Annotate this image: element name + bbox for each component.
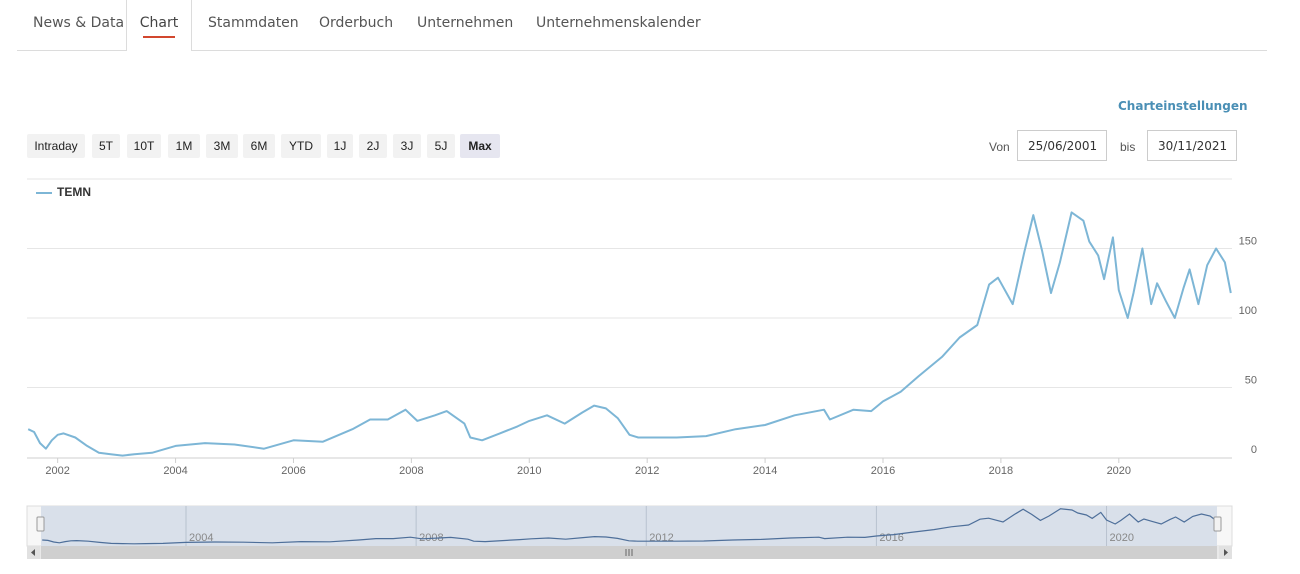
navigator-selection[interactable] xyxy=(41,506,1217,546)
navigator-handle-right[interactable] xyxy=(1213,516,1222,532)
navigator-series-line xyxy=(42,508,1217,545)
arrow-left-icon xyxy=(31,549,35,556)
navigator-year-label: 2004 xyxy=(189,532,213,544)
x-axis-ticks: 2002 2004 2006 2008 2010 2012 2014 2016 2018 2020 xyxy=(45,458,1131,477)
series-line-temn xyxy=(27,211,1232,457)
navigator[interactable]: 2004 2008 2012 2016 2020 xyxy=(26,505,1233,559)
tab-label: Stammdaten xyxy=(208,15,299,31)
range-button-3m[interactable]: 3M xyxy=(206,134,238,158)
date-from-input[interactable]: 25/06/2001 xyxy=(1017,130,1107,161)
navigator-grid: 2004 2008 2012 2016 2020 xyxy=(185,506,1134,546)
range-button-intraday[interactable]: Intraday xyxy=(27,134,85,158)
x-tick-label: 2006 xyxy=(281,465,305,477)
x-tick-label: 2012 xyxy=(635,465,659,477)
y-tick-label: 150 xyxy=(1239,236,1257,248)
y-tick-label: 100 xyxy=(1239,305,1257,317)
scrollbar-track[interactable] xyxy=(27,546,1232,559)
x-tick-label: 2016 xyxy=(871,465,895,477)
grid-lines xyxy=(27,248,1232,459)
tab-label: Unternehmen xyxy=(417,15,514,31)
tab-stammdaten[interactable]: Stammdaten xyxy=(208,0,299,50)
range-button-10t[interactable]: 10T xyxy=(127,134,161,158)
tab-unternehmenskalender[interactable]: Unternehmenskalender xyxy=(536,0,701,50)
x-tick-label: 2020 xyxy=(1107,465,1131,477)
navigator-year-label: 2012 xyxy=(649,532,673,544)
y-axis-ticks: 0 50 100 150 xyxy=(1239,236,1257,457)
legend-swatch xyxy=(36,191,52,194)
x-tick-label: 2002 xyxy=(45,465,69,477)
x-tick-label: 2008 xyxy=(399,465,423,477)
navigator-year-label: 2008 xyxy=(419,532,443,544)
range-button-1j[interactable]: 1J xyxy=(327,134,353,158)
range-button-2j[interactable]: 2J xyxy=(359,134,387,158)
tab-unternehmen[interactable]: Unternehmen xyxy=(417,0,513,50)
arrow-right-icon xyxy=(1224,549,1228,556)
tab-news-data[interactable]: News & Data xyxy=(33,0,124,50)
date-to-label: bis xyxy=(1120,140,1136,154)
y-tick-label: 0 xyxy=(1251,444,1257,456)
range-button-5j[interactable]: 5J xyxy=(427,134,455,158)
navigator-handle-left[interactable] xyxy=(36,516,45,532)
range-button-5t[interactable]: 5T xyxy=(92,134,120,158)
x-tick-label: 2004 xyxy=(163,465,187,477)
tab-label: News & Data xyxy=(33,15,125,31)
x-tick-label: 2018 xyxy=(989,465,1013,477)
range-button-3j[interactable]: 3J xyxy=(393,134,421,158)
navigator-track xyxy=(26,505,1233,547)
date-to-input[interactable]: 30/11/2021 xyxy=(1147,130,1237,161)
navigator-year-label: 2016 xyxy=(879,532,903,544)
tab-label: Orderbuch xyxy=(319,15,394,31)
scrollbar-thumb[interactable] xyxy=(41,546,1217,559)
range-button-ytd[interactable]: YTD xyxy=(281,134,321,158)
scrollbar-grip-icon xyxy=(625,549,633,556)
tab-orderbuch[interactable]: Orderbuch xyxy=(319,0,393,50)
x-tick-label: 2014 xyxy=(753,465,777,477)
tab-label: Chart xyxy=(139,15,179,31)
range-button-max[interactable]: Max xyxy=(460,134,500,158)
active-tab-underline xyxy=(143,36,175,38)
tab-chart[interactable]: Chart xyxy=(126,0,192,51)
tab-bar: News & Data Chart Stammdaten Orderbuch U… xyxy=(17,0,1267,51)
scroll-right-button[interactable] xyxy=(1219,546,1232,559)
range-button-1m[interactable]: 1M xyxy=(168,134,200,158)
tab-label: Unternehmenskalender xyxy=(536,15,701,31)
chart-settings-link[interactable]: Charteinstellungen xyxy=(1118,99,1248,113)
legend-label: TEMN xyxy=(57,185,91,199)
legend-item[interactable]: TEMN xyxy=(36,185,91,199)
date-from-label: Von xyxy=(989,140,1010,154)
range-button-6m[interactable]: 6M xyxy=(243,134,275,158)
navigator-year-label: 2020 xyxy=(1110,532,1134,544)
scroll-left-button[interactable] xyxy=(27,546,40,559)
x-tick-label: 2010 xyxy=(517,465,541,477)
y-tick-label: 50 xyxy=(1245,375,1257,387)
